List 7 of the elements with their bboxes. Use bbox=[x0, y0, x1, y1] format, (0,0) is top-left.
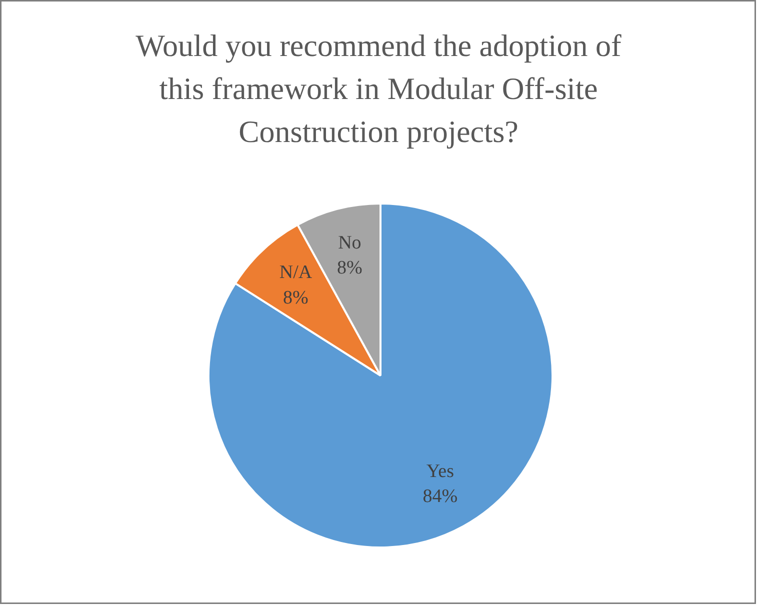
chart-title: Would you recommend the adoption of this framework in Modular Off-site Construction projects? bbox=[136, 28, 622, 149]
data-label: 84% bbox=[422, 486, 458, 508]
slice-label: No bbox=[338, 232, 362, 254]
data-label: 8% bbox=[283, 287, 309, 308]
slice-label: N/A bbox=[279, 262, 312, 284]
slice-label: Yes bbox=[426, 460, 454, 482]
data-label: 8% bbox=[337, 258, 363, 279]
